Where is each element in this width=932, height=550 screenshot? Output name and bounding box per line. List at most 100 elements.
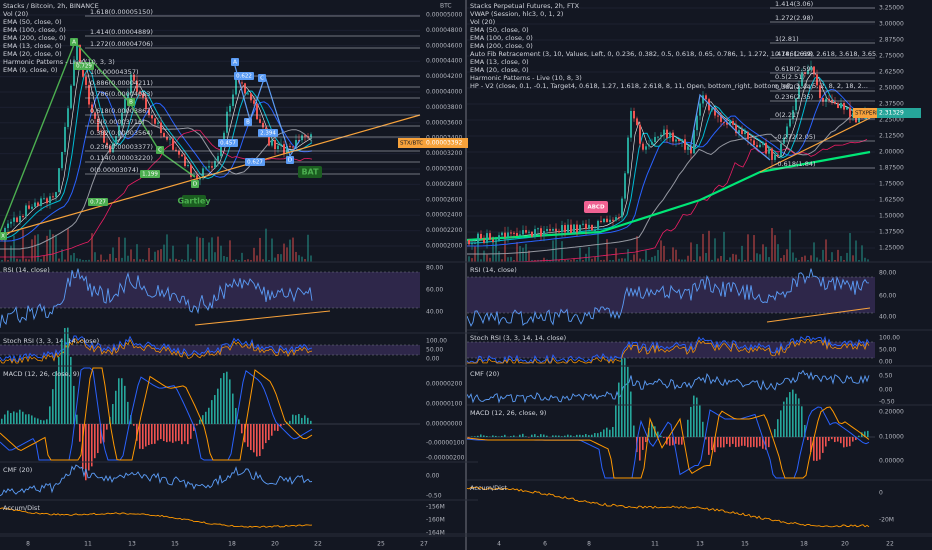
volume-bar <box>235 259 237 262</box>
price-tick-label: 2.50000 <box>879 85 904 92</box>
candle-body <box>543 231 545 237</box>
candle-body <box>73 60 75 86</box>
indicator-line <box>0 335 313 363</box>
volume-bar <box>154 251 156 262</box>
macd-histogram <box>46 419 48 424</box>
fib-label: 1(2.81) <box>775 35 799 43</box>
indicator-band <box>467 277 875 313</box>
candle-body <box>606 218 608 223</box>
candle-body <box>789 119 791 127</box>
candle-body <box>516 233 518 236</box>
volume-bar <box>58 258 60 262</box>
volume-bar <box>10 245 12 262</box>
candle-body <box>837 103 839 109</box>
candle-body <box>591 224 593 231</box>
macd-histogram <box>256 424 258 457</box>
volume-bar <box>552 240 554 262</box>
time-tick-label: 15 <box>171 541 179 548</box>
macd-histogram <box>468 437 470 438</box>
candle-body <box>259 119 261 123</box>
candle-body <box>576 224 578 233</box>
point-label: C <box>158 148 162 154</box>
indicator-line <box>467 268 870 327</box>
ratio-label-box <box>245 158 265 166</box>
macd-histogram <box>115 390 117 424</box>
macd-histogram <box>112 404 114 424</box>
macd-histogram <box>582 435 584 437</box>
volume-bar <box>672 247 674 262</box>
volume-bar <box>265 228 267 262</box>
indicator-line <box>0 464 313 497</box>
volume-bar <box>304 259 306 262</box>
macd-histogram <box>708 437 710 455</box>
macd-histogram <box>741 437 743 446</box>
volume-bar <box>771 228 773 262</box>
volume-bar <box>612 259 614 262</box>
volume-bar <box>94 252 96 262</box>
macd-histogram <box>642 437 644 450</box>
price-tick-label: 0.00004800 <box>426 27 462 34</box>
volume-bar <box>492 236 494 262</box>
candle-body <box>211 166 213 168</box>
macd-histogram <box>486 435 488 437</box>
pane-tick-label: -0.50 <box>879 399 895 406</box>
candle-body <box>540 228 542 237</box>
volume-bar <box>205 259 207 262</box>
candle-body <box>292 146 294 148</box>
macd-histogram <box>148 424 150 446</box>
macd-histogram <box>822 437 824 453</box>
volume-bar <box>217 236 219 262</box>
pane-title: RSI (14, close) <box>470 266 517 274</box>
macd-histogram <box>82 424 84 470</box>
macd-histogram <box>759 437 761 447</box>
candle-body <box>217 156 219 161</box>
volume-bar <box>298 255 300 262</box>
candle-body <box>777 154 779 157</box>
price-tick-label: 2.87500 <box>879 37 904 44</box>
candle-body <box>118 125 120 137</box>
macd-histogram <box>795 393 797 437</box>
pane-tick-label: 0.10000 <box>879 434 904 441</box>
price-tick-label: 0.00002600 <box>426 196 462 203</box>
macd-histogram <box>310 420 312 424</box>
macd-histogram <box>798 398 800 437</box>
indicator-band <box>0 345 420 355</box>
volume-bar <box>181 259 183 262</box>
macd-histogram <box>537 435 539 437</box>
pane-title: MACD (12, 26, close, 9) <box>470 409 546 417</box>
volume-bar <box>549 259 551 262</box>
candle-body <box>235 78 237 95</box>
candle-body <box>744 132 746 135</box>
candle-body <box>76 44 78 61</box>
macd-histogram <box>67 327 69 424</box>
candle-body <box>639 125 641 144</box>
macd-histogram <box>816 437 818 461</box>
candle-body <box>163 132 165 137</box>
volume-bar <box>289 239 291 262</box>
candle-body <box>471 242 473 245</box>
macd-histogram <box>513 435 515 437</box>
volume-bar <box>49 229 51 262</box>
macd-histogram <box>292 414 294 424</box>
macd-histogram <box>792 389 794 437</box>
volume-bar <box>651 257 653 262</box>
fib-label: 1.272(0.00004706) <box>90 40 153 48</box>
candle-body <box>199 177 201 180</box>
volume-bar <box>510 256 512 262</box>
macd-histogram <box>28 414 30 424</box>
candle-body <box>474 242 476 244</box>
macd-histogram <box>522 433 524 437</box>
candle-body <box>241 82 243 84</box>
indicator-line <box>0 507 313 528</box>
legend-entry: Harmonic Patterns - Live (10, 8, 3) <box>470 74 582 82</box>
volume-bar <box>729 257 731 262</box>
candle-body <box>253 100 255 104</box>
candle-body <box>786 126 788 138</box>
volume-bar <box>486 254 488 262</box>
candle-body <box>109 145 111 153</box>
fib-label: 1.414(3.06) <box>775 0 813 8</box>
pane-tick-label: 0.00 <box>426 473 440 480</box>
macd-histogram <box>103 424 105 443</box>
ratio-label-box <box>74 62 94 70</box>
ema-200-line <box>467 150 871 242</box>
